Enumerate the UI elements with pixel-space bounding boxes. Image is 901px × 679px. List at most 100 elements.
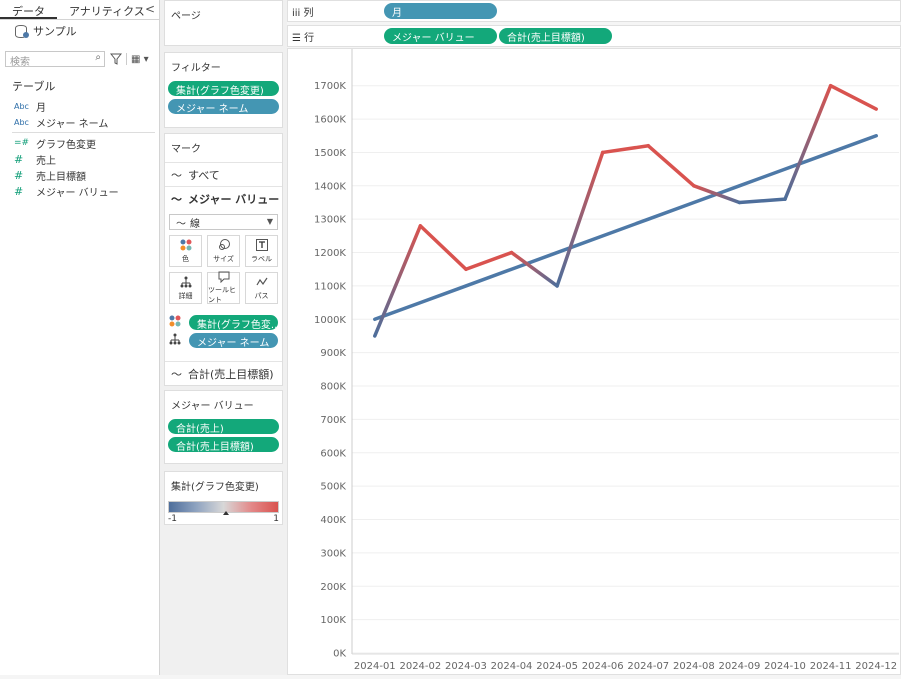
field-item[interactable]: Abc 月 bbox=[0, 98, 159, 114]
collapse-pane-button[interactable]: < bbox=[144, 2, 155, 16]
database-icon bbox=[14, 25, 29, 38]
filter-pill[interactable]: メジャー ネーム bbox=[168, 99, 279, 114]
columns-pill[interactable]: 月 bbox=[384, 3, 497, 19]
series-line-sales-segment bbox=[418, 224, 468, 271]
search-input[interactable]: 検索 ⌕ bbox=[5, 51, 105, 68]
series-line-sales-segment bbox=[373, 224, 423, 338]
tab-data[interactable]: データ bbox=[0, 0, 57, 19]
view-toggle-icon[interactable]: ▦ ▾ bbox=[131, 53, 149, 65]
detail-encoding-icon bbox=[169, 333, 189, 348]
series-line-sales-segment bbox=[783, 83, 833, 201]
filters-card[interactable]: フィルター 集計(グラフ色変更) メジャー ネーム bbox=[164, 52, 283, 128]
x-tick-label: 2024-10 bbox=[764, 661, 806, 672]
tooltip-button[interactable]: ツールヒント bbox=[207, 271, 240, 304]
measure-type-icon: # bbox=[14, 184, 24, 198]
string-type-icon: Abc bbox=[14, 117, 29, 127]
series-line-sales-segment bbox=[509, 250, 559, 288]
field-divider bbox=[12, 132, 155, 133]
marks-target-row[interactable]: 〜 合計(売上目標額) bbox=[165, 361, 282, 385]
rows-pill[interactable]: メジャー バリュー bbox=[384, 28, 497, 44]
y-tick-label: 700K bbox=[320, 415, 346, 426]
filter-pill[interactable]: 集計(グラフ色変更) bbox=[168, 81, 279, 96]
y-tick-label: 600K bbox=[320, 448, 346, 459]
y-tick-label: 400K bbox=[320, 515, 346, 526]
marks-all-row[interactable]: 〜 すべて bbox=[165, 162, 282, 186]
color-label: 色 bbox=[182, 255, 189, 263]
data-source[interactable]: サンプル bbox=[0, 20, 159, 42]
size-label: サイズ bbox=[213, 255, 234, 263]
field-item[interactable]: # 売上目標額 bbox=[0, 167, 159, 183]
color-legend-card[interactable]: 集計(グラフ色変更) -1 1 bbox=[164, 471, 283, 525]
tab-analytics[interactable]: アナリティクス bbox=[69, 5, 145, 18]
legend-title: 集計(グラフ色変更) bbox=[171, 482, 259, 493]
label-button[interactable]: ラベル bbox=[245, 235, 278, 267]
mark-buttons: 色 サイズ ラベル 詳細 ツールヒント パス bbox=[165, 235, 282, 304]
y-tick-label: 1300K bbox=[314, 215, 346, 226]
series-line-sales-segment bbox=[600, 144, 651, 155]
measure-values-card[interactable]: メジャー バリュー 合計(売上) 合計(売上目標額) bbox=[164, 390, 283, 464]
mark-type-dropdown[interactable]: 〜 線 ▼ bbox=[169, 214, 278, 230]
series-line-sales-segment bbox=[692, 184, 742, 205]
pages-title: ページ bbox=[171, 11, 201, 22]
color-button[interactable]: 色 bbox=[169, 235, 202, 267]
y-tick-label: 1500K bbox=[314, 148, 346, 159]
search-icon: ⌕ bbox=[95, 52, 101, 63]
field-label: メジャー バリュー bbox=[36, 187, 119, 199]
field-label: 売上目標額 bbox=[36, 171, 86, 183]
x-tick-label: 2024-12 bbox=[855, 661, 897, 672]
path-icon bbox=[255, 275, 268, 289]
y-tick-label: 1600K bbox=[314, 115, 346, 126]
series-line-sales-segment bbox=[828, 83, 878, 111]
data-source-label: サンプル bbox=[33, 25, 77, 38]
marks-measure-values-row[interactable]: 〜 メジャー バリュー bbox=[165, 186, 282, 210]
rows-pill[interactable]: 合計(売上目標額) bbox=[499, 28, 612, 44]
field-item[interactable]: # 売上 bbox=[0, 151, 159, 167]
pane-tabs: データ アナリティクス < bbox=[0, 0, 159, 20]
x-tick-label: 2024-09 bbox=[719, 661, 761, 672]
rows-shelf[interactable]: ☰ 行 メジャー バリュー 合計(売上目標額) bbox=[287, 25, 901, 47]
series-line-sales-segment bbox=[464, 250, 514, 271]
field-item[interactable]: =# グラフ色変更 bbox=[0, 135, 159, 151]
y-tick-label: 300K bbox=[320, 548, 346, 559]
rows-icon: ☰ bbox=[292, 33, 301, 44]
color-ramp bbox=[168, 501, 279, 515]
calc-measure-icon: =# bbox=[14, 138, 30, 148]
marks-title: マーク bbox=[171, 144, 201, 155]
filter-icon[interactable] bbox=[110, 53, 122, 65]
measure-value-pill[interactable]: 合計(売上目標額) bbox=[168, 437, 279, 452]
filters-title: フィルター bbox=[171, 63, 221, 74]
x-tick-label: 2024-01 bbox=[354, 661, 396, 672]
color-encoding-pill[interactable]: 集計(グラフ色変.. bbox=[189, 315, 278, 330]
detail-button[interactable]: 詳細 bbox=[169, 272, 202, 304]
toolbar-divider bbox=[126, 53, 127, 65]
x-tick-label: 2024-03 bbox=[445, 661, 487, 672]
y-tick-label: 900K bbox=[320, 348, 346, 359]
table-header: テーブル bbox=[12, 80, 56, 93]
marks-all-label: すべて bbox=[188, 168, 220, 182]
detail-encoding-pill[interactable]: メジャー ネーム bbox=[189, 333, 278, 348]
measure-type-icon: # bbox=[14, 152, 24, 166]
y-tick-label: 1200K bbox=[314, 248, 346, 259]
line-mark-icon: 〜 bbox=[176, 218, 186, 230]
color-icon bbox=[180, 238, 192, 252]
columns-shelf[interactable]: iii 列 月 bbox=[287, 0, 901, 22]
y-tick-label: 1400K bbox=[314, 181, 346, 192]
line-mark-icon: 〜 bbox=[171, 168, 182, 182]
y-tick-label: 100K bbox=[320, 615, 346, 626]
field-item[interactable]: Abc メジャー ネーム bbox=[0, 114, 159, 130]
pages-card[interactable]: ページ bbox=[164, 0, 283, 46]
legend-min: -1 bbox=[168, 514, 177, 524]
path-button[interactable]: パス bbox=[245, 272, 278, 304]
legend-marker bbox=[223, 511, 229, 515]
label-icon bbox=[255, 238, 268, 252]
mark-type-label: 線 bbox=[190, 218, 200, 230]
legend-labels: -1 1 bbox=[165, 513, 282, 525]
encoding-row: 集計(グラフ色変.. bbox=[169, 315, 278, 330]
chart-area: 0K 100K 200K 300K 400K 500K 600K 700K 800K 900K 10… bbox=[287, 48, 901, 675]
y-tick-label: 200K bbox=[320, 582, 346, 593]
field-label: メジャー ネーム bbox=[36, 118, 109, 130]
size-button[interactable]: サイズ bbox=[207, 235, 240, 267]
line-mark-icon: 〜 bbox=[171, 367, 182, 381]
measure-value-pill[interactable]: 合計(売上) bbox=[168, 419, 279, 434]
field-item[interactable]: # メジャー バリュー bbox=[0, 183, 159, 199]
